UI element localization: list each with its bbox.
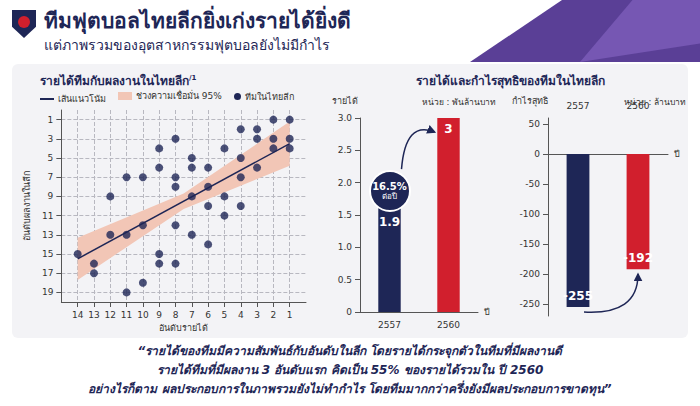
svg-text:5: 5 bbox=[48, 153, 54, 163]
svg-text:13: 13 bbox=[88, 310, 99, 320]
html-text:แต่ภาพรวมของอุตสาหกรรมฟุตบอลยั: แต่ภาพรวมของอุตสาหกรรมฟุตบอลยังไม่มีกำไร bbox=[44, 37, 330, 53]
svg-text:4: 4 bbox=[238, 310, 244, 320]
svg-text:8: 8 bbox=[173, 310, 179, 320]
html-text:รายได้: รายได้ bbox=[332, 96, 358, 106]
svg-text:ปี: ปี bbox=[674, 149, 680, 159]
svg-text:1: 1 bbox=[287, 310, 293, 320]
svg-text:ปี: ปี bbox=[484, 307, 490, 317]
svg-text:อันดับรายได้: อันดับรายได้ bbox=[159, 323, 208, 333]
svg-text:0.5: 0.5 bbox=[338, 275, 352, 285]
html-text:อย่างไรก็ตาม ผลประกอบการในภาพร: อย่างไรก็ตาม ผลประกอบการในภาพรวมยังไม่ทำ… bbox=[88, 382, 612, 396]
svg-text:2560: 2560 bbox=[437, 320, 460, 330]
svg-text:-192: -192 bbox=[623, 251, 653, 265]
svg-text:10: 10 bbox=[137, 310, 149, 320]
svg-text:-150: -150 bbox=[520, 239, 541, 249]
svg-text:9: 9 bbox=[48, 191, 54, 201]
svg-text:19: 19 bbox=[42, 287, 54, 297]
svg-text:-50: -50 bbox=[525, 179, 540, 189]
svg-text:-255: -255 bbox=[563, 289, 593, 303]
html-text:เส้นแนวโน้ม: เส้นแนวโน้ม bbox=[58, 94, 106, 104]
html-text:“รายได้ของทีมมีความสัมพันธ์กับ: “รายได้ของทีมมีความสัมพันธ์กับอันดับในลี… bbox=[137, 344, 563, 358]
svg-text:12: 12 bbox=[105, 310, 116, 320]
html-text:ต่อปี: ต่อปี bbox=[382, 191, 397, 201]
svg-text:1: 1 bbox=[48, 115, 54, 125]
svg-text:17: 17 bbox=[42, 268, 53, 278]
svg-text:1.0: 1.0 bbox=[338, 242, 353, 252]
svg-text:3: 3 bbox=[48, 134, 54, 144]
svg-text:14: 14 bbox=[72, 310, 84, 320]
svg-text:3: 3 bbox=[444, 122, 452, 136]
html-text:กำไรสุทธิ: กำไรสุทธิ bbox=[512, 96, 548, 106]
html-text:ช่วงความเชื่อมั่น 95%: ช่วงความเชื่อมั่น 95% bbox=[136, 91, 222, 101]
svg-text:1.9: 1.9 bbox=[379, 215, 400, 229]
svg-text:2557: 2557 bbox=[378, 320, 401, 330]
svg-text:9: 9 bbox=[156, 310, 162, 320]
svg-text:0: 0 bbox=[346, 307, 352, 317]
html-text:ทีมในไทยลีก: ทีมในไทยลีก bbox=[244, 91, 294, 102]
html-text:รายได้ทีมที่มีผลงาน 3 อันดับแร: รายได้ทีมที่มีผลงาน 3 อันดับแรก คิดเป็น … bbox=[156, 363, 544, 377]
html-text:ทีมฟุตบอลไทยลีกยิ่งเก่งรายได้ย: ทีมฟุตบอลไทยลีกยิ่งเก่งรายได้ยิ่งดี bbox=[44, 9, 351, 33]
svg-text:3: 3 bbox=[254, 310, 260, 320]
svg-text:2.5: 2.5 bbox=[338, 145, 352, 155]
svg-text:2557: 2557 bbox=[567, 101, 590, 111]
svg-text:7: 7 bbox=[189, 310, 195, 320]
svg-text:0: 0 bbox=[534, 149, 540, 159]
svg-text:15: 15 bbox=[42, 249, 53, 259]
svg-text:-250: -250 bbox=[520, 299, 541, 309]
svg-text:7: 7 bbox=[48, 172, 54, 182]
svg-text:5: 5 bbox=[222, 310, 228, 320]
html-text:รายได้และกำไรสุทธิของทีมในไทยล: รายได้และกำไรสุทธิของทีมในไทยลีก bbox=[415, 74, 605, 88]
svg-text:2: 2 bbox=[271, 310, 277, 320]
svg-text:อันดับผลงานในลีก: อันดับผลงานในลีก bbox=[22, 171, 32, 241]
svg-text:3.0: 3.0 bbox=[338, 113, 353, 123]
svg-text:6: 6 bbox=[205, 310, 211, 320]
svg-text:-200: -200 bbox=[520, 269, 541, 279]
html-text:16.5%: 16.5% bbox=[372, 180, 407, 192]
svg-text:2.0: 2.0 bbox=[338, 178, 353, 188]
svg-text:11: 11 bbox=[121, 310, 132, 320]
html-text:หน่วย : พันล้านบาท: หน่วย : พันล้านบาท bbox=[421, 97, 496, 107]
html-text:หน่วย : ล้านบาท: หน่วย : ล้านบาท bbox=[623, 97, 686, 107]
html-text:รายได้ทีมกับผลงานในไทยลีก/1: รายได้ทีมกับผลงานในไทยลีก/1 bbox=[40, 74, 197, 88]
svg-text:13: 13 bbox=[42, 230, 53, 240]
svg-text:11: 11 bbox=[42, 211, 53, 221]
svg-text:-100: -100 bbox=[520, 209, 541, 219]
svg-text:1.5: 1.5 bbox=[338, 210, 352, 220]
svg-text:50: 50 bbox=[529, 119, 541, 129]
